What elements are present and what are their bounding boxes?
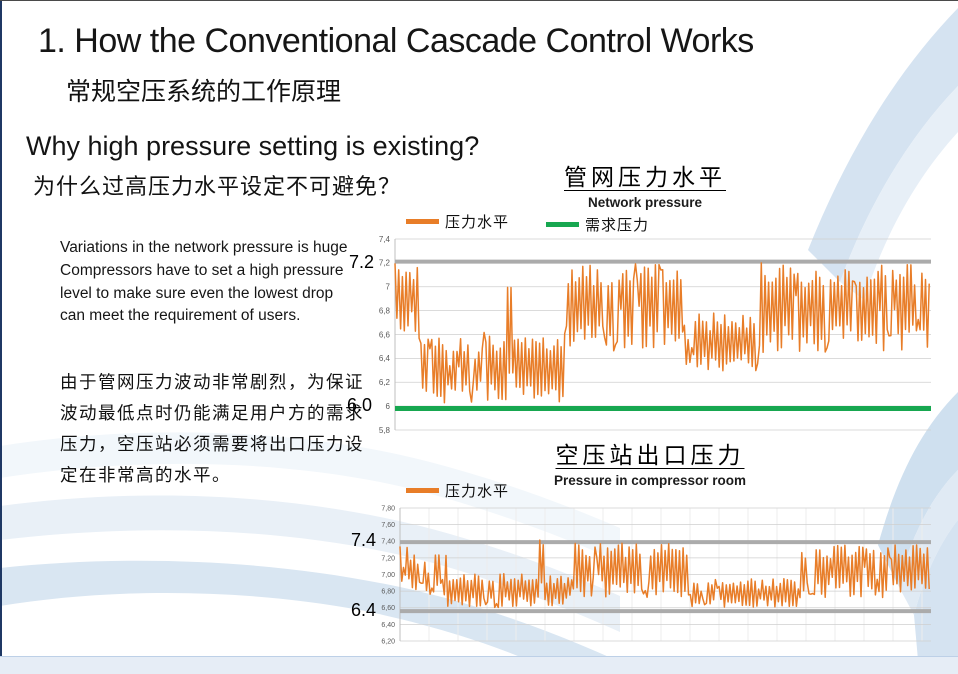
legend-demand-pressure: 需求压力 [546,214,649,235]
chart1-title-english: Network pressure [587,195,703,210]
slide-footer-bar [0,656,958,674]
green-line-swatch [546,222,579,227]
svg-text:6,40: 6,40 [381,622,395,629]
legend-label: 压力水平 [445,213,510,231]
annotation-high-setpoint: 7.2 [349,252,375,272]
svg-text:7,20: 7,20 [381,555,395,562]
svg-text:7,4: 7,4 [379,235,391,244]
compressor-room-chart-header: 空压站出口压力 Pressure in compressor room [488,436,812,488]
chart1-title-chinese: 管网压力水平 [564,165,726,191]
svg-text:5,8: 5,8 [379,426,391,435]
svg-text:6,8: 6,8 [379,306,391,315]
legend-label: 需求压力 [585,216,650,234]
svg-text:6,2: 6,2 [379,378,391,387]
svg-text:6,20: 6,20 [381,638,395,645]
network-pressure-chart: 7,4 7,2 7 6,8 6,6 6,4 6,2 6 5,8 [379,235,931,435]
body-text-chinese: 由于管网压力波动非常剧烈，为保证波动最低点时仍能满足用户方的需求压力，空压站必须… [60,373,364,486]
orange-line-swatch [406,488,439,493]
svg-text:7,80: 7,80 [381,505,395,512]
svg-text:6,80: 6,80 [381,589,395,596]
question-heading-chinese: 为什么过高压力水平设定不可避免？ [33,175,402,200]
annotation-demand-pressure: 6.0 [347,395,373,415]
question-heading-english: Why high pressure setting is existing? [26,131,480,161]
page-subtitle-chinese: 常规空压系统的工作原理 [66,77,342,106]
slide-left-accent-bar [0,0,2,674]
svg-text:7,00: 7,00 [381,572,395,579]
page-title: 1. How the Conventional Cascade Control … [38,22,754,60]
svg-text:7,2: 7,2 [379,259,391,268]
svg-text:6,4: 6,4 [379,354,391,363]
body-text-english: Variations in the network pressure is hu… [60,239,348,325]
svg-text:6,60: 6,60 [381,605,395,612]
legend-pressure-level-chart2: 压力水平 [406,480,509,501]
slide-top-border [0,0,958,1]
chart2-title-chinese: 空压站出口压力 [555,443,745,469]
legend-pressure-level: 压力水平 [406,211,509,232]
annotation-upper-outlet-level: 7.4 [351,530,377,550]
svg-text:6,6: 6,6 [379,330,391,339]
chart2-title-english: Pressure in compressor room [553,473,747,488]
svg-text:7: 7 [386,283,391,292]
svg-text:7,60: 7,60 [381,522,395,529]
network-pressure-chart-header: 管网压力水平 Network pressure [518,158,772,210]
svg-text:7,40: 7,40 [381,539,395,546]
compressor-room-pressure-chart: 7,80 7,60 7,40 7,20 7,00 6,80 6,60 6,40 6,20 [381,505,931,645]
svg-text:6: 6 [386,402,391,411]
orange-line-swatch [406,219,439,224]
legend-label: 压力水平 [445,482,510,500]
annotation-lower-outlet-level: 6.4 [351,600,377,620]
